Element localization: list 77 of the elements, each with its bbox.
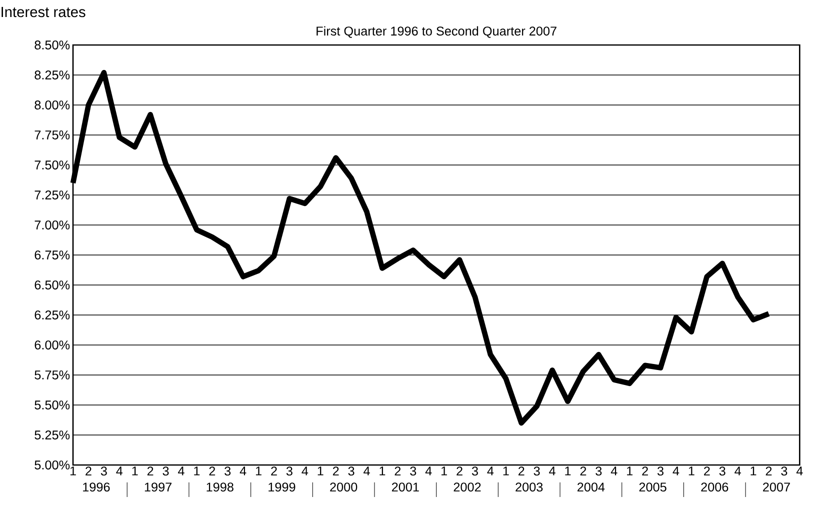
x-tick-label: 3 xyxy=(781,466,788,476)
x-tick-label: 3 xyxy=(286,466,292,476)
y-tick-label: 7.25% xyxy=(34,190,70,200)
x-tick-label: 1 xyxy=(688,466,694,476)
text: 2002 xyxy=(454,482,481,492)
x-tick-label: 2 xyxy=(209,466,216,476)
x-tick-label: 4 xyxy=(734,466,741,476)
x-tick-label: 2 xyxy=(518,466,524,476)
text: 1998 xyxy=(206,482,234,492)
text: 2004 xyxy=(577,482,605,492)
y-tick-label: 5.00% xyxy=(34,460,70,470)
x-tick-label: 3 xyxy=(657,466,664,476)
x-tick-label: 4 xyxy=(116,466,123,476)
x-tick-label: 1 xyxy=(256,466,262,476)
x-tick-label: 3 xyxy=(534,466,540,476)
x-tick-label: 4 xyxy=(610,466,618,476)
y-tick-label: 8.50% xyxy=(34,40,70,50)
x-tick-label: 3 xyxy=(719,466,726,476)
y-tick-label: 5.75% xyxy=(34,370,70,380)
y-tick-label: 7.50% xyxy=(34,160,70,170)
y-tick-label: 6.25% xyxy=(34,310,70,320)
x-tick-label: 4 xyxy=(240,466,246,476)
y-tick-label: 5.50% xyxy=(34,400,70,410)
text: 2006 xyxy=(701,482,728,492)
x-tick-label: 2 xyxy=(271,466,277,476)
x-tick-label: 3 xyxy=(410,466,416,476)
text: 2007 xyxy=(763,482,790,492)
y-tick-label: 7.00% xyxy=(34,220,70,230)
y-tick-label: 8.00% xyxy=(34,100,70,110)
text: 1996 xyxy=(83,482,110,492)
x-tick-label: 1 xyxy=(565,466,571,476)
text: 2005 xyxy=(639,482,666,492)
chart-title: First Quarter 1996 to Second Quarter 2007 xyxy=(316,26,556,38)
x-tick-label: 3 xyxy=(162,466,169,476)
x-tick-label: 3 xyxy=(596,466,602,476)
x-tick-label: 1 xyxy=(503,466,509,476)
y-tick-label: 7.75% xyxy=(34,130,70,140)
text: 2001 xyxy=(392,482,419,492)
x-tick-label: 4 xyxy=(796,466,803,476)
x-tick-label: 2 xyxy=(704,466,710,476)
x-tick-label: 2 xyxy=(394,466,401,476)
x-tick-label: 4 xyxy=(549,466,556,476)
x-tick-label: 2 xyxy=(642,466,648,476)
x-tick-label: 1 xyxy=(627,466,632,476)
y-tick-label: 8.25% xyxy=(34,70,70,80)
y-axis-title: Interest rates xyxy=(2,6,86,18)
x-tick-label: 2 xyxy=(766,466,772,476)
x-tick-label: 4 xyxy=(487,466,494,476)
x-tick-label: 1 xyxy=(750,466,756,476)
x-tick-label: 4 xyxy=(364,466,370,476)
x-tick-label: 2 xyxy=(332,466,339,476)
x-tick-label: 1 xyxy=(132,466,138,476)
x-tick-label: 3 xyxy=(472,466,478,476)
x-tick-label: 2 xyxy=(580,466,586,476)
x-tick-label: 4 xyxy=(672,466,680,476)
x-tick-label: 4 xyxy=(425,466,432,476)
x-tick-label: 1 xyxy=(194,466,200,476)
text: 1999 xyxy=(268,482,296,492)
text: 2003 xyxy=(516,482,543,492)
x-tick-label: 1 xyxy=(70,466,76,476)
y-tick-label: 6.75% xyxy=(34,250,70,260)
y-tick-label: 6.50% xyxy=(34,280,70,290)
x-tick-label: 3 xyxy=(100,466,107,476)
x-tick-label: 1 xyxy=(380,466,386,476)
x-tick-label: 4 xyxy=(302,466,308,476)
text: 1997 xyxy=(144,482,172,492)
text: 2000 xyxy=(330,482,358,492)
x-tick-label: 4 xyxy=(178,466,184,476)
x-tick-label: 2 xyxy=(456,466,462,476)
x-tick-label: 3 xyxy=(348,466,354,476)
x-tick-label: 3 xyxy=(224,466,231,476)
x-tick-label: 2 xyxy=(147,466,154,476)
x-tick-label: 1 xyxy=(442,466,447,476)
x-tick-label: 1 xyxy=(318,466,324,476)
y-tick-label: 6.00% xyxy=(34,340,70,350)
y-tick-label: 5.25% xyxy=(34,430,70,440)
x-tick-label: 2 xyxy=(86,466,92,476)
